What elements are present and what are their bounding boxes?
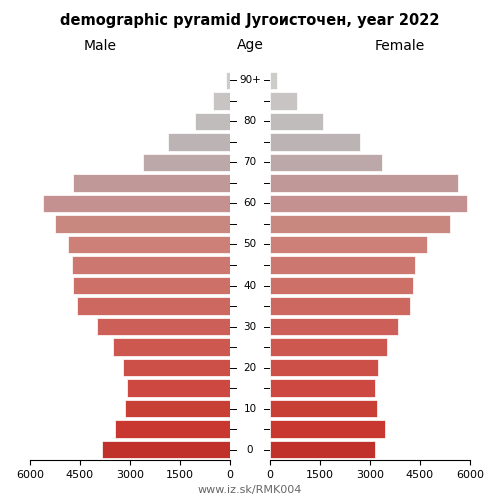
Text: 20: 20 [244, 362, 256, 372]
Bar [74, 174, 230, 192]
Bar [96, 318, 230, 336]
Bar [115, 420, 230, 438]
Bar [144, 154, 230, 171]
Bar [270, 92, 297, 110]
Bar [270, 133, 360, 150]
Text: Female: Female [375, 38, 425, 52]
Text: 60: 60 [244, 198, 256, 208]
Text: 40: 40 [244, 280, 256, 290]
Text: 30: 30 [244, 322, 256, 332]
Bar [102, 441, 230, 458]
Text: demographic pyramid Југоисточен, year 2022: demographic pyramid Југоисточен, year 20… [60, 12, 440, 28]
Bar [55, 215, 230, 232]
Bar [270, 298, 410, 315]
Bar [226, 72, 230, 89]
Bar [72, 256, 230, 274]
Bar [270, 338, 386, 356]
Bar [270, 441, 375, 458]
Text: 90+: 90+ [239, 76, 261, 86]
Bar [124, 359, 230, 376]
Bar [270, 154, 382, 171]
Bar [126, 380, 230, 397]
Text: 50: 50 [244, 240, 256, 250]
Bar [270, 420, 385, 438]
Text: 80: 80 [244, 116, 256, 126]
Bar [214, 92, 230, 110]
Text: 70: 70 [244, 158, 256, 168]
Bar [270, 380, 375, 397]
Bar [44, 194, 230, 212]
Bar [125, 400, 230, 417]
Text: 0: 0 [247, 444, 254, 454]
Text: 10: 10 [244, 404, 256, 413]
Bar [270, 174, 458, 192]
Bar [270, 359, 378, 376]
Bar [270, 236, 426, 253]
Bar [270, 112, 324, 130]
Text: Age: Age [236, 38, 264, 52]
Bar [270, 277, 414, 294]
Text: Male: Male [84, 38, 116, 52]
Bar [270, 72, 276, 89]
Bar [74, 277, 230, 294]
Bar [195, 112, 230, 130]
Bar [76, 298, 230, 315]
Text: www.iz.sk/RMK004: www.iz.sk/RMK004 [198, 485, 302, 495]
Bar [270, 215, 450, 232]
Bar [114, 338, 230, 356]
Bar [270, 318, 398, 336]
Bar [168, 133, 230, 150]
Bar [68, 236, 230, 253]
Bar [270, 400, 376, 417]
Bar [270, 194, 466, 212]
Bar [270, 256, 415, 274]
